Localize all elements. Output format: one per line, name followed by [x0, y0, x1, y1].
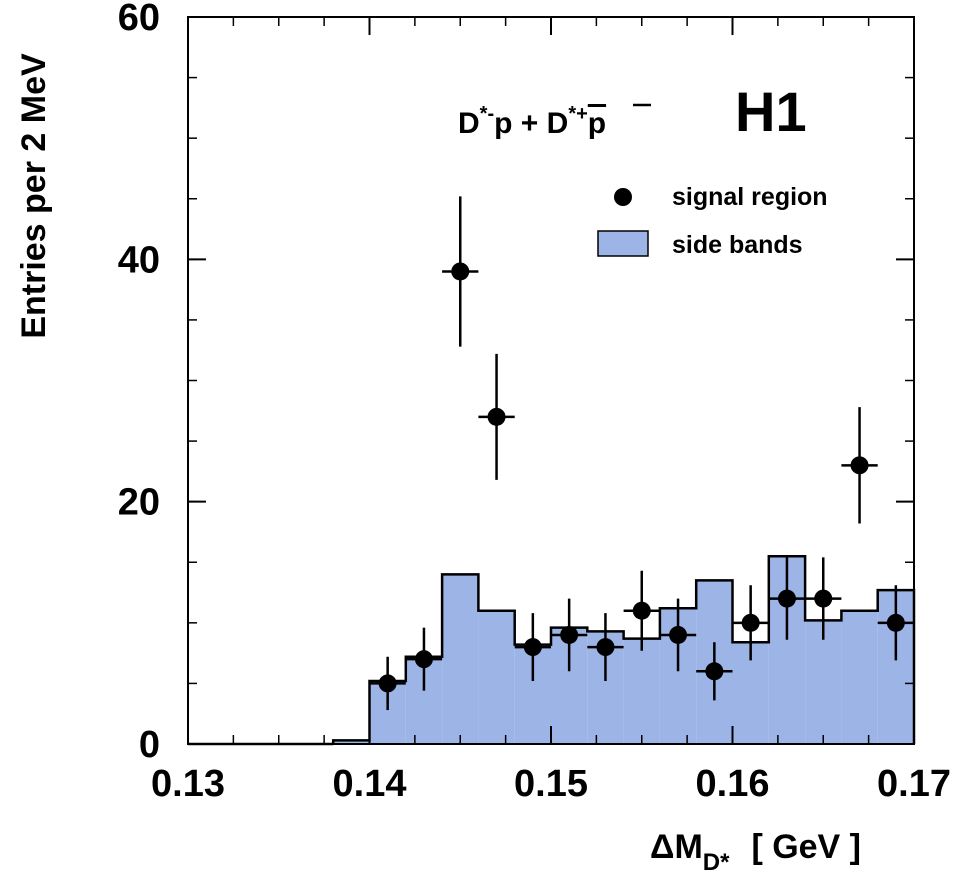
- data-point: [814, 589, 833, 608]
- data-point: [669, 625, 688, 644]
- y-tick-labels: 0 20 40 60: [118, 0, 160, 766]
- legend: signal region side bands: [597, 183, 828, 259]
- legend-signal-label: signal region: [672, 183, 828, 211]
- data-point: [850, 456, 869, 475]
- y-tick-label: 60: [118, 0, 160, 39]
- y-tick-label: 40: [118, 239, 160, 281]
- histogram-bar: [333, 740, 370, 744]
- y-tick-label: 0: [139, 724, 160, 766]
- data-point: [741, 613, 760, 632]
- histogram-bar: [805, 620, 842, 744]
- x-axis-label: ΔMD* [ GeV ]: [650, 828, 861, 876]
- data-point: [487, 407, 506, 426]
- data-point: [378, 674, 397, 693]
- legend-box-marker: [597, 230, 649, 257]
- data-point: [451, 262, 470, 281]
- x-tick-label: 0.15: [514, 763, 588, 805]
- histogram-bar: [841, 610, 878, 744]
- legend-sideband-label: side bands: [672, 231, 803, 259]
- data-point: [632, 601, 651, 620]
- x-tick-label: 0.13: [151, 763, 225, 805]
- data-point: [777, 589, 796, 608]
- x-tick-labels: 0.13 0.14 0.15 0.16 0.17: [151, 763, 951, 805]
- histogram-bar: [442, 574, 479, 744]
- x-axis-label-unit: [ GeV ]: [751, 828, 861, 866]
- side-bands-histogram: [188, 554, 916, 746]
- histogram-bar: [478, 610, 515, 744]
- y-tick-label: 20: [118, 482, 160, 524]
- data-point: [886, 613, 905, 632]
- signal-region-points: [369, 196, 914, 711]
- y-axis-label: Entries per 2 MeV: [15, 53, 53, 339]
- x-axis-label-sub: D*: [703, 849, 730, 876]
- legend-dot-marker: [614, 188, 632, 206]
- data-point: [523, 638, 542, 657]
- data-point: [705, 662, 724, 681]
- x-tick-label: 0.16: [696, 763, 770, 805]
- axis-ticks: [187, 16, 915, 745]
- x-tick-label: 0.17: [877, 763, 951, 805]
- x-tick-label: 0.14: [333, 763, 407, 805]
- process-pbar: p: [588, 107, 606, 140]
- data-point: [414, 650, 433, 669]
- experiment-label: H1: [735, 80, 807, 143]
- x-axis-label-main: ΔM: [650, 828, 703, 866]
- data-point: [596, 638, 615, 657]
- histogram-bar: [623, 638, 660, 744]
- process-label: D*-p + D*+p: [458, 103, 606, 140]
- data-point: [560, 625, 579, 644]
